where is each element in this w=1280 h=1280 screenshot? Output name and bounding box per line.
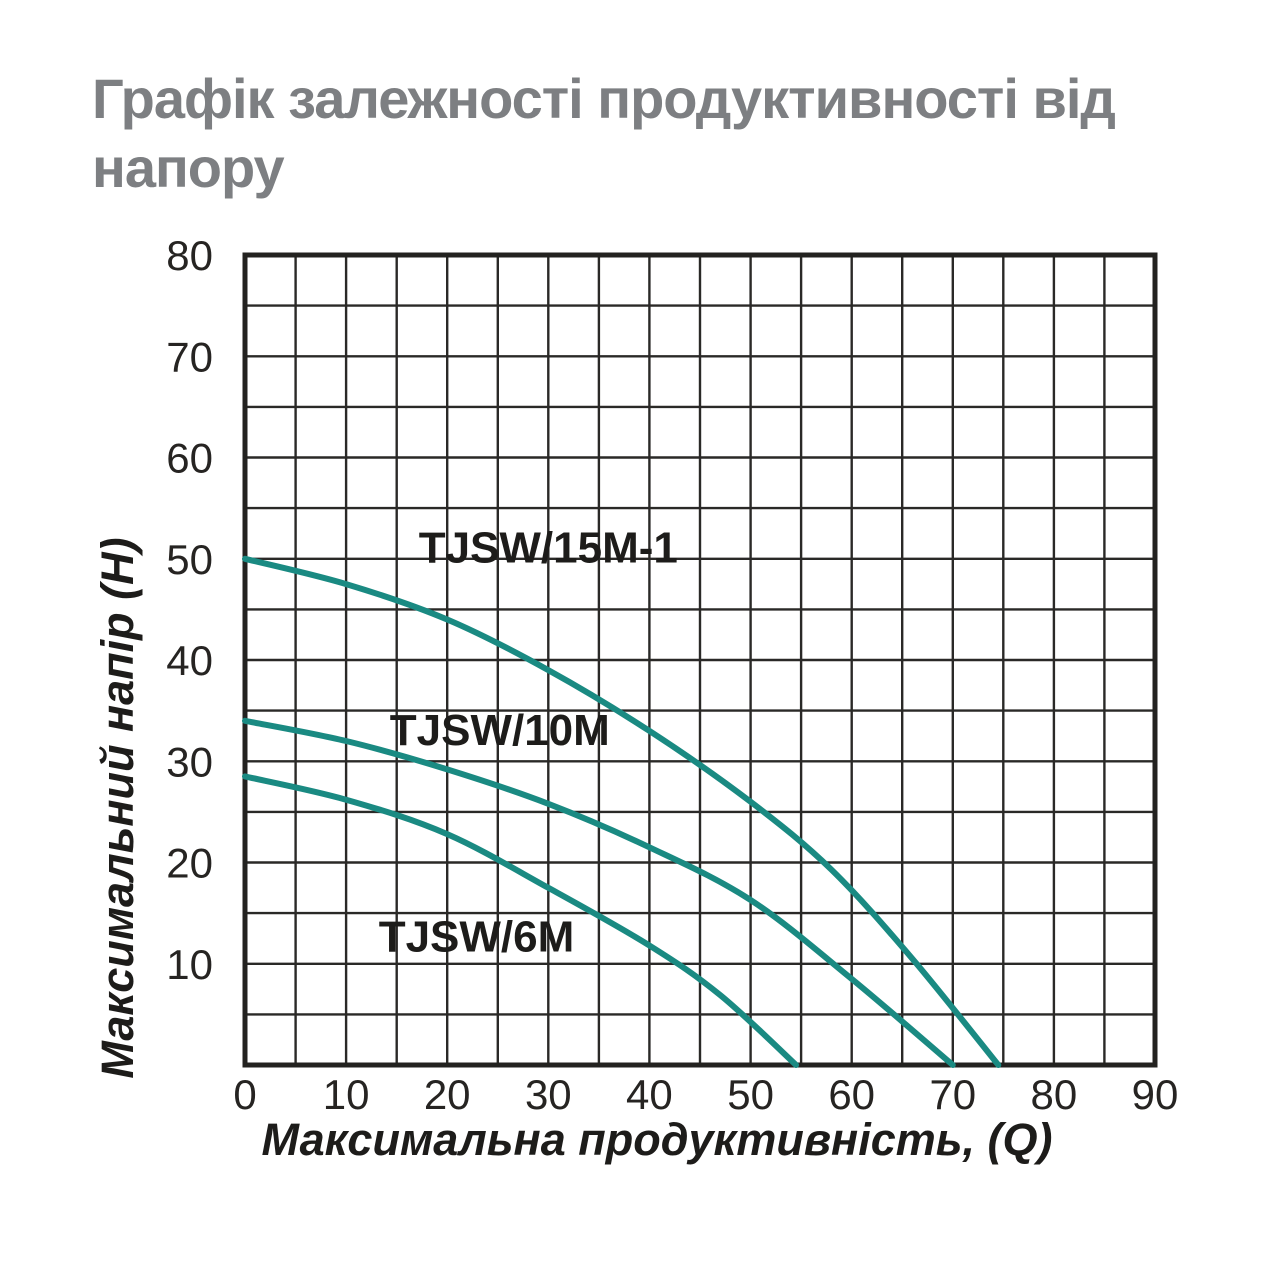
y-tick-label: 70 [166, 333, 213, 380]
curve-label-tjsw-10m: TJSW/10M [390, 706, 610, 755]
x-tick-label: 0 [233, 1071, 256, 1118]
x-tick-label: 60 [828, 1071, 875, 1118]
x-tick-label: 30 [525, 1071, 572, 1118]
y-tick-label: 80 [166, 232, 213, 279]
y-tick-label: 20 [166, 840, 213, 887]
x-tick-label: 90 [1132, 1071, 1179, 1118]
plot-border [242, 252, 1158, 1068]
y-tick-label: 50 [166, 536, 213, 583]
y-axis-title: Максимальний напір (H) [92, 537, 143, 1079]
y-tick-label: 40 [166, 637, 213, 684]
x-tick-label: 50 [727, 1071, 774, 1118]
curve-label-tjsw-6m: TJSW/6M [379, 912, 575, 961]
x-tick-label: 80 [1031, 1071, 1078, 1118]
y-tick-label: 30 [166, 738, 213, 785]
x-tick-label: 70 [929, 1071, 976, 1118]
x-tick-label: 10 [323, 1071, 370, 1118]
curve-tjsw-6m [242, 773, 800, 1068]
x-axis-title: Максимальна продуктивність, (Q) [261, 1114, 1053, 1165]
y-tick-label: 10 [166, 941, 213, 988]
chart-title: Графік залежності продуктивності від нап… [92, 67, 1116, 200]
curve-tjsw-10m [242, 717, 956, 1068]
x-tick-label: 40 [626, 1071, 673, 1118]
curve-label-tjsw-15m-1: TJSW/15M-1 [419, 524, 678, 573]
curve-tjsw-15m-1 [242, 555, 1002, 1068]
y-tick-label: 60 [166, 435, 213, 482]
x-tick-label: 20 [424, 1071, 471, 1118]
